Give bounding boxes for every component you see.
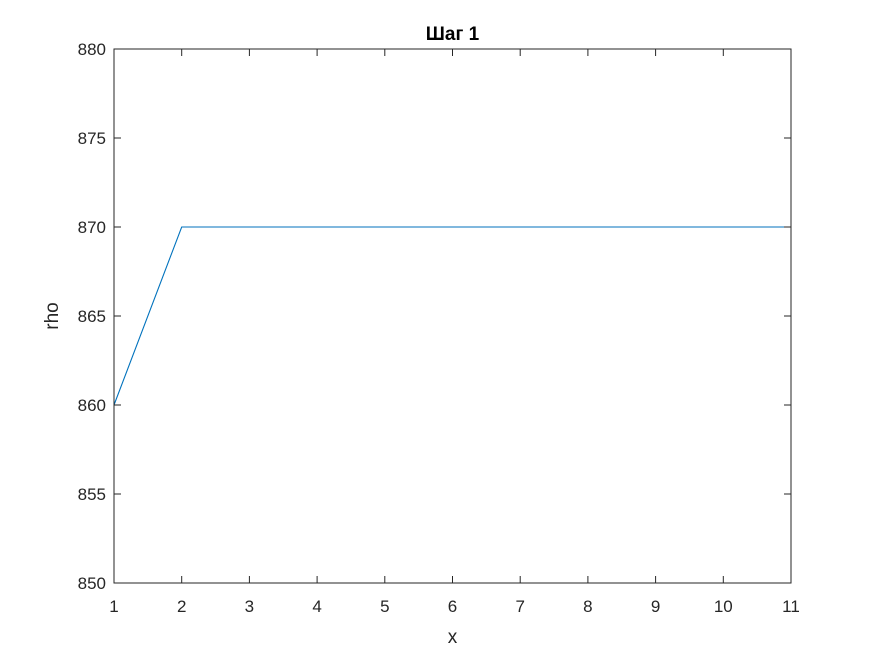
y-tick-label: 855 — [78, 485, 106, 504]
plot-area — [114, 49, 791, 583]
y-tick-label: 860 — [78, 396, 106, 415]
chart-title: Шаг 1 — [426, 24, 480, 45]
x-tick-label: 5 — [380, 597, 389, 616]
y-tick-label: 850 — [78, 574, 106, 593]
ticks-layer: 1 2 3 4 5 6 7 8 9 10 11 850 855 860 865 870 875 880 — [78, 40, 800, 616]
x-tick-label: 4 — [312, 597, 321, 616]
axes-box — [113, 48, 792, 584]
x-tick-label: 10 — [714, 597, 733, 616]
x-tick-label: 2 — [177, 597, 186, 616]
y-tick-label: 875 — [78, 129, 106, 148]
x-tick-label: 9 — [651, 597, 660, 616]
y-tick-label: 870 — [78, 218, 106, 237]
y-axis-label: rho — [42, 302, 63, 329]
x-tick-label: 7 — [515, 597, 524, 616]
x-tick-label: 6 — [448, 597, 457, 616]
x-tick-label: 8 — [583, 597, 592, 616]
series-line-0 — [113, 226, 791, 406]
x-tick-label: 3 — [245, 597, 254, 616]
y-tick-label: 880 — [78, 40, 106, 59]
x-tick-label: 11 — [782, 597, 800, 616]
x-axis-label: x — [448, 627, 458, 648]
x-tick-label: 1 — [109, 597, 118, 616]
y-tick-label: 865 — [78, 307, 106, 326]
series-layer — [113, 226, 791, 406]
